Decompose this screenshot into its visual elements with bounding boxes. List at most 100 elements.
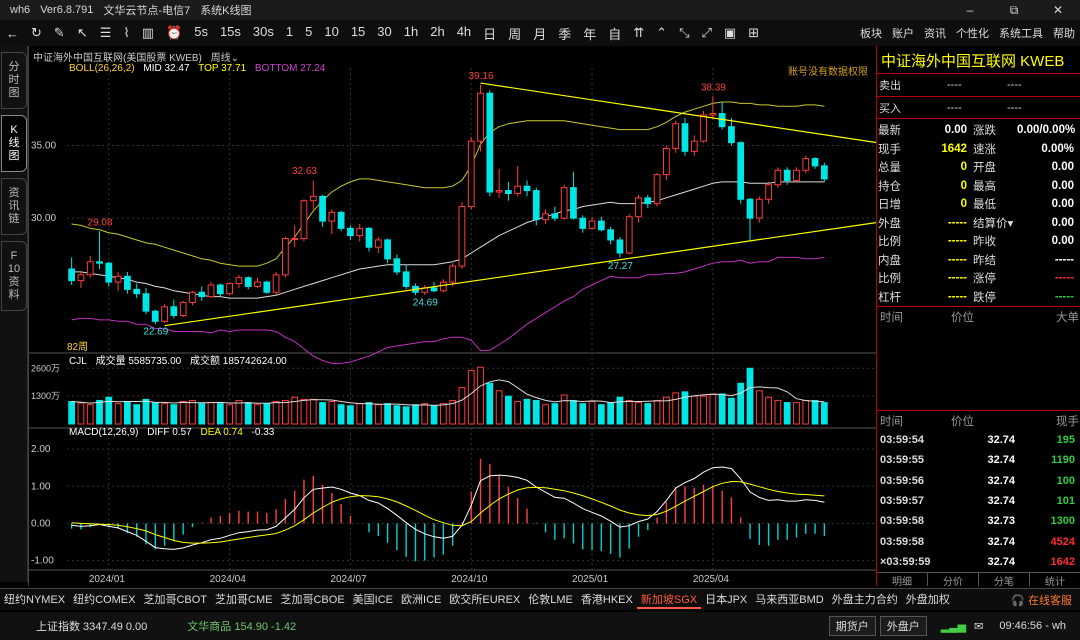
period-10[interactable]: 4h (456, 23, 472, 39)
exchange-tab[interactable]: 纽约NYMEX (4, 593, 66, 606)
candle-icon[interactable]: ▥ (141, 25, 155, 40)
volume-bar (802, 399, 810, 425)
period-0[interactable]: 5s (194, 23, 208, 39)
quote-tab-0[interactable]: 明细 (877, 573, 928, 588)
up-icon[interactable]: ⌃ (656, 25, 668, 40)
exchange-tab[interactable]: 欧洲ICE (401, 593, 442, 606)
candle-body (328, 211, 336, 222)
menu-item-4[interactable]: 系统工具 (999, 28, 1043, 40)
period-14[interactable]: 季 (558, 26, 572, 42)
cursor-icon[interactable]: ↖ (76, 25, 88, 40)
chart-area[interactable]: 35.00 30.00 2.00 1.00 0.00 -1.00 2600万 1300万 202… (28, 46, 877, 586)
trade-row: 03:59:56 32.74 100 (877, 471, 1080, 491)
menu-item-2[interactable]: 资讯 (924, 28, 946, 40)
trade-time: 03:59:55 (880, 454, 925, 467)
chat-icon[interactable]: ✉ (974, 620, 984, 633)
tab-f10[interactable]: F 10 资 料 (1, 241, 27, 311)
pencil-icon[interactable]: ✎ (53, 25, 65, 40)
up-up-icon[interactable]: ⇈ (633, 25, 645, 40)
column-header: 价位 (951, 415, 974, 428)
minimize-button[interactable]: – (966, 2, 974, 17)
alarm-icon[interactable]: ⏰ (166, 25, 183, 40)
volume-bar (309, 398, 317, 425)
candle-body (272, 274, 280, 293)
close-button[interactable]: ✕ (1052, 2, 1064, 17)
tab-news[interactable]: 资 讯 链 (1, 178, 27, 235)
exchange-tab[interactable]: 美国ICE (352, 593, 394, 606)
candle-body (802, 158, 810, 171)
back-icon[interactable]: ← (6, 25, 19, 41)
chevron-down-icon[interactable]: ⌄ (230, 53, 240, 64)
exchange-tab[interactable]: 马来西亚BMD (755, 593, 824, 606)
futures-account-button[interactable]: 期货户 (828, 616, 876, 636)
compress-icon[interactable]: ⤡ (679, 25, 690, 40)
quote-label-2: 涨停 (973, 273, 996, 286)
period-1[interactable]: 15s (219, 23, 241, 39)
permission-notice: 账号没有数据权限 (788, 67, 868, 78)
x-tick-label: 2024/01 (89, 574, 126, 585)
exchange-tab[interactable]: 欧交所EUREX (449, 593, 521, 606)
index-wenhua[interactable]: 文华商品 154.90 -1.42 (187, 621, 297, 633)
cjl-name[interactable]: CJL (69, 356, 87, 367)
volume-bar (300, 398, 308, 425)
restore-button[interactable]: ⧉ (1009, 2, 1019, 17)
volume-tick-label: 2600万 (31, 363, 60, 373)
exchange-tab[interactable]: 伦敦LME (528, 593, 573, 606)
tab-timeshare[interactable]: 分 时 图 (1, 52, 27, 109)
exchange-tab[interactable]: 芝加哥CME (215, 593, 273, 606)
settings-icon[interactable]: ⊞ (748, 25, 760, 40)
period-3[interactable]: 1 (285, 23, 294, 39)
cjl-volume: 成交量 5585735.00 (95, 356, 182, 367)
period-5[interactable]: 10 (324, 23, 339, 39)
exchange-tab[interactable]: 外盘主力合约 (831, 593, 898, 606)
period-2[interactable]: 30s (252, 23, 274, 39)
exchange-tab[interactable]: 纽约COMEX (73, 593, 136, 606)
volume-bar (793, 402, 800, 425)
exchange-tab[interactable]: 芝加哥CBOT (143, 593, 208, 606)
period-15[interactable]: 年 (583, 26, 597, 42)
period-4[interactable]: 5 (305, 23, 313, 39)
period-select[interactable]: 周线 (210, 53, 231, 64)
exchange-tab[interactable]: 外盘加权 (905, 593, 950, 606)
period-8[interactable]: 1h (403, 23, 419, 39)
exchange-tab[interactable]: 香港HKEX (580, 593, 633, 606)
boll-name[interactable]: BOLL(26,26,2) (69, 63, 135, 74)
quote-tab-2[interactable]: 分笔 (979, 573, 1030, 588)
quote-value-2: ----- (1054, 253, 1074, 266)
trade-time: 03:59:54 (880, 434, 925, 447)
quote-tab-1[interactable]: 分价 (928, 573, 979, 588)
macd-name[interactable]: MACD(12,26,9) (69, 427, 139, 438)
period-7[interactable]: 30 (377, 23, 392, 39)
quote-label-2: 速涨 (973, 143, 996, 156)
index-shanghai[interactable]: 上证指数 3347.49 0.00 (36, 621, 148, 633)
period-16[interactable]: 自 (608, 26, 622, 42)
online-service-button[interactable]: 🎧 在线客服 (1011, 594, 1072, 607)
menu-item-5[interactable]: 帮助 (1053, 28, 1075, 40)
period-9[interactable]: 2h (430, 23, 445, 39)
expand-icon[interactable]: ⤢ (701, 25, 712, 40)
foreign-account-button[interactable]: 外盘户 (879, 616, 927, 636)
tab-kline[interactable]: K 线 图 (1, 115, 27, 172)
app-version: Ver6.8.791 (40, 4, 94, 16)
menu-item-3[interactable]: 个性化 (956, 28, 989, 40)
exchange-tab[interactable]: 芝加哥CBOE (280, 593, 345, 606)
period-6[interactable]: 15 (350, 23, 366, 39)
kline-chart[interactable]: 35.00 30.00 2.00 1.00 0.00 -1.00 2600万 1300万 202… (29, 46, 877, 586)
quote-tab-3[interactable]: 统计 (1030, 573, 1080, 588)
period-12[interactable]: 周 (508, 26, 522, 42)
screenshot-icon[interactable]: ▣ (723, 25, 737, 40)
volume-bar (570, 399, 577, 425)
refresh-icon[interactable]: ↻ (31, 25, 42, 40)
period-11[interactable]: 日 (483, 26, 497, 42)
volume-bar (514, 401, 522, 425)
menu-item-1[interactable]: 账户 (892, 28, 914, 40)
exchange-tab[interactable]: 新加坡SGX (636, 591, 702, 609)
volume-bar (291, 396, 299, 425)
list-icon[interactable]: ☰ (99, 25, 112, 40)
volume-bar (384, 403, 391, 425)
period-13[interactable]: 月 (533, 26, 547, 42)
menu-item-0[interactable]: 板块 (860, 28, 882, 40)
volume-bar (820, 402, 828, 425)
line-chart-icon[interactable]: ⌇ (123, 25, 130, 40)
exchange-tab[interactable]: 日本JPX (705, 593, 748, 606)
